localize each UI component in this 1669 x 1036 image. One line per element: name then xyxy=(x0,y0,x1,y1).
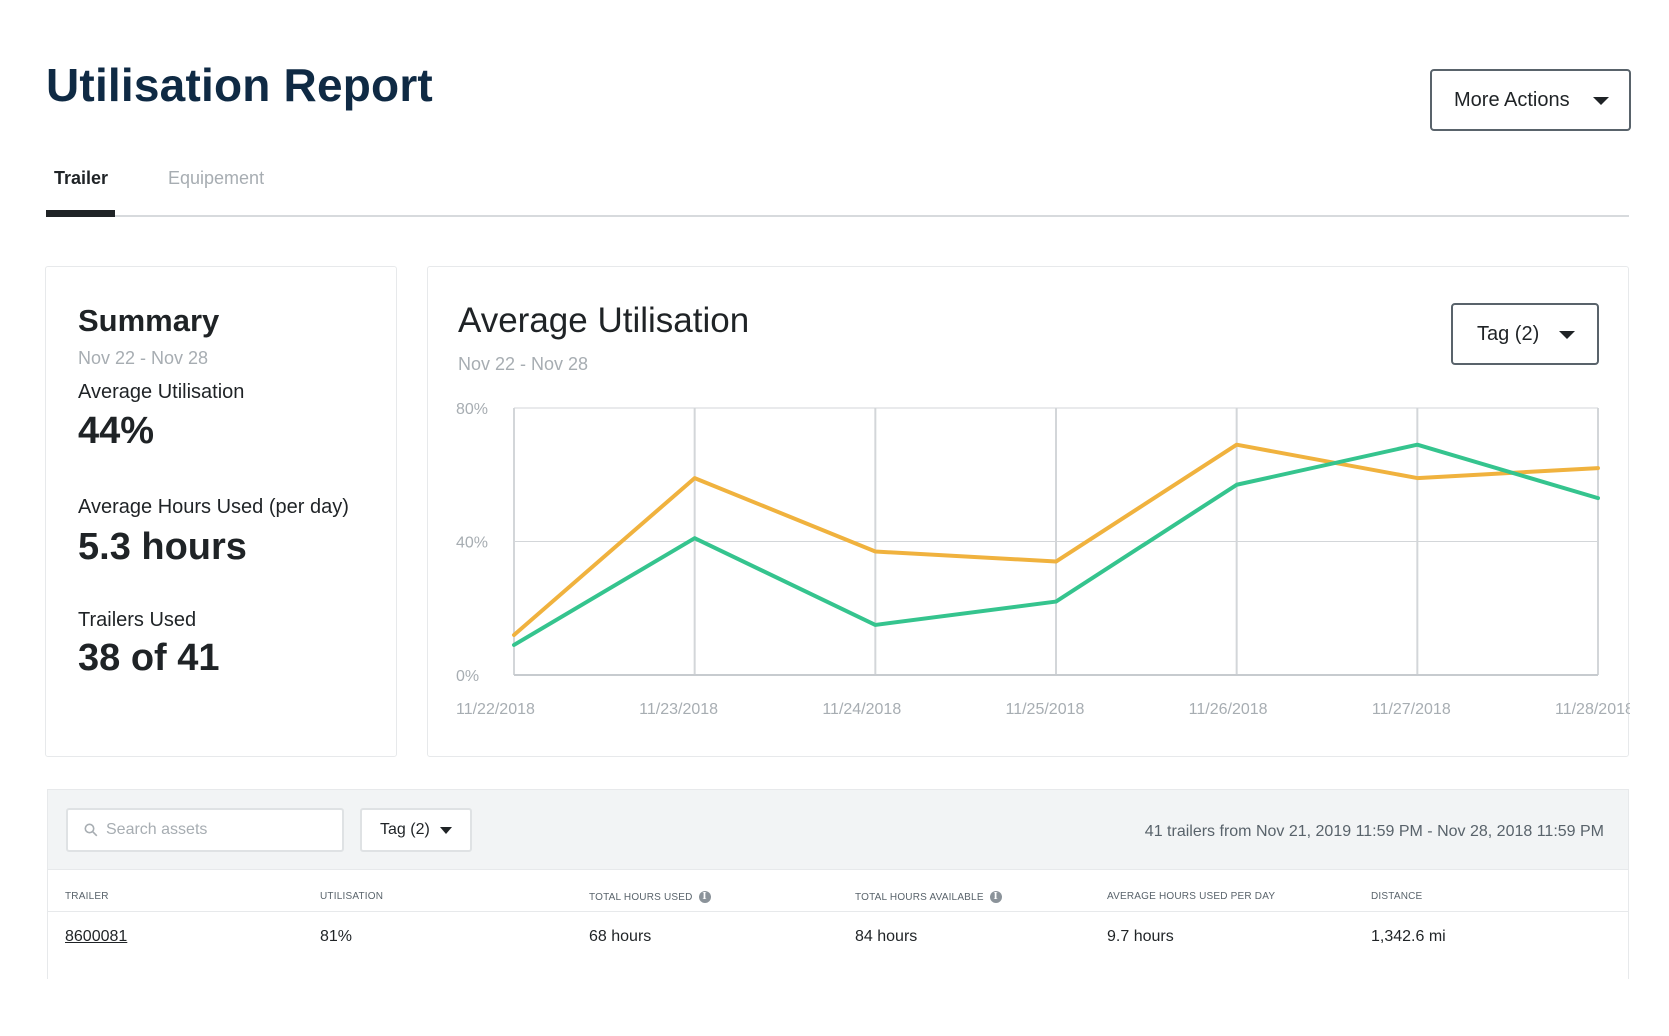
column-header-distance[interactable]: Distance xyxy=(1371,891,1422,902)
table-tag-dropdown[interactable]: Tag (2) xyxy=(360,808,472,852)
column-header-label: Total Hours Used xyxy=(589,891,693,903)
trailers-used-label: Trailers Used xyxy=(78,609,197,631)
caret-down-icon xyxy=(1593,97,1609,105)
average-hours-per-day-cell: 9.7 hours xyxy=(1107,928,1174,945)
column-header-trailer[interactable]: Trailer xyxy=(65,891,109,902)
x-tick-label: 11/22/2018 xyxy=(456,701,535,718)
summary-card: Summary Nov 22 - Nov 28 Average Utilisat… xyxy=(45,266,397,757)
caret-down-icon xyxy=(440,827,452,834)
table-header: Trailer Utilisation Total Hours Used i To… xyxy=(48,870,1628,912)
column-header-utilisation[interactable]: Utilisation xyxy=(320,891,383,902)
chart-title: Average Utilisation xyxy=(458,301,750,340)
column-header-label: Trailer xyxy=(65,891,109,902)
y-tick-label: 80% xyxy=(456,401,488,418)
tab-bar: Trailer Equipement xyxy=(46,160,1629,217)
average-utilisation-label: Average Utilisation xyxy=(78,381,245,403)
column-header-average-hours-per-day[interactable]: Average Hours Used Per Day xyxy=(1107,891,1275,902)
table-tag-label: Tag (2) xyxy=(380,821,430,838)
info-icon[interactable]: i xyxy=(989,891,1002,903)
active-tab-indicator xyxy=(46,210,115,217)
series-line-1 xyxy=(512,442,1600,647)
assets-table-panel: Search assets Tag (2) 41 trailers from N… xyxy=(47,789,1629,979)
more-actions-button[interactable]: More Actions xyxy=(1430,69,1631,131)
info-icon[interactable]: i xyxy=(698,891,711,903)
trailers-used-value: 38 of 41 xyxy=(78,637,220,679)
y-tick-label: 0% xyxy=(456,668,479,685)
trailer-id-link[interactable]: 8600081 xyxy=(65,928,128,945)
column-header-label: Distance xyxy=(1371,891,1423,902)
summary-date-range: Nov 22 - Nov 28 xyxy=(78,348,209,368)
total-hours-available-cell: 84 hours xyxy=(855,928,918,945)
average-utilisation-value: 44% xyxy=(78,410,155,452)
search-assets-input[interactable]: Search assets xyxy=(66,808,344,852)
x-tick-label: 11/25/2018 xyxy=(1006,701,1085,718)
table-row[interactable]: 8600081 81% 68 hours 84 hours 9.7 hours … xyxy=(48,912,1628,968)
x-tick-label: 11/26/2018 xyxy=(1189,701,1268,718)
caret-down-icon xyxy=(1559,331,1575,339)
utilisation-cell: 81% xyxy=(320,928,353,945)
column-header-label: Average Hours Used Per Day xyxy=(1107,891,1276,902)
summary-title: Summary xyxy=(78,303,220,338)
series-line-0 xyxy=(512,442,1600,637)
distance-cell: 1,342.6 mi xyxy=(1371,928,1446,945)
y-tick-label: 40% xyxy=(456,535,488,552)
x-tick-label: 11/23/2018 xyxy=(639,701,718,718)
table-toolbar: Search assets Tag (2) 41 trailers from N… xyxy=(48,790,1628,870)
column-header-total-hours-available[interactable]: Total Hours Available i xyxy=(855,891,1002,903)
chart-date-range: Nov 22 - Nov 28 xyxy=(458,354,589,374)
total-hours-used-cell: 68 hours xyxy=(589,928,652,945)
more-actions-label: More Actions xyxy=(1454,88,1570,111)
page-title: Utilisation Report xyxy=(46,59,433,111)
trailers-range-text: 41 trailers from Nov 21, 2019 11:59 PM -… xyxy=(1144,823,1604,840)
utilisation-line-chart: 0% 40% 80% 11/22/2018 11/23/2018 11/24/2018 11… xyxy=(456,401,1630,718)
x-tick-label: 11/28/2018 xyxy=(1555,701,1630,718)
tab-equipement[interactable]: Equipement xyxy=(168,168,265,188)
chart-tag-label: Tag (2) xyxy=(1477,322,1540,345)
search-placeholder: Search assets xyxy=(106,821,208,838)
tab-trailer[interactable]: Trailer xyxy=(54,168,109,188)
search-icon xyxy=(84,823,98,837)
x-tick-label: 11/24/2018 xyxy=(822,701,901,718)
column-header-label: Total Hours Available xyxy=(855,891,984,903)
column-header-total-hours-used[interactable]: Total Hours Used i xyxy=(589,891,711,903)
average-hours-label: Average Hours Used (per day) xyxy=(78,496,349,518)
x-tick-label: 11/27/2018 xyxy=(1372,701,1451,718)
column-header-label: Utilisation xyxy=(320,891,384,902)
average-hours-value: 5.3 hours xyxy=(78,526,247,568)
chart-tag-dropdown[interactable]: Tag (2) xyxy=(1451,303,1599,365)
average-utilisation-card: 0% 40% 80% 11/22/2018 11/23/2018 11/24/2018 11… xyxy=(427,266,1630,757)
